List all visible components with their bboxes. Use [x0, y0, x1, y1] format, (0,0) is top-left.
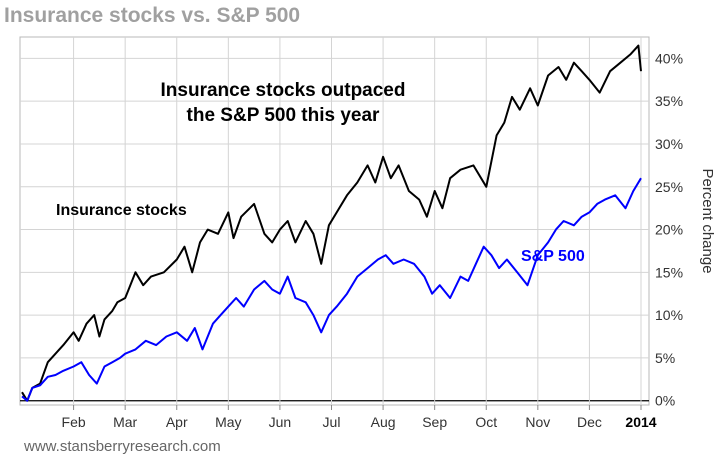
x-tick-label: 2014 — [625, 414, 656, 430]
grid-layer — [20, 37, 649, 405]
source-credit: www.stansberryresearch.com — [23, 438, 221, 455]
x-tick-label: Jul — [323, 414, 341, 430]
x-tick-label: Feb — [62, 414, 86, 430]
y-tick-label: 0% — [655, 393, 675, 409]
series-line-sp500 — [21, 177, 642, 402]
chart-title: Insurance stocks vs. S&P 500 — [4, 4, 300, 27]
series-layer — [21, 44, 642, 402]
x-tick-label: Mar — [113, 414, 137, 430]
y-tick-label: 15% — [655, 264, 683, 280]
y-tick-label: 10% — [655, 307, 683, 323]
x-tick-label: Sep — [422, 414, 447, 430]
y-tick-label: 20% — [655, 222, 683, 238]
x-tick-label: Dec — [577, 414, 602, 430]
y-tick-label: 25% — [655, 179, 683, 195]
x-tick-label: Oct — [475, 414, 497, 430]
x-tick-label: Aug — [371, 414, 396, 430]
annotation-line-2: the S&P 500 this year — [187, 105, 381, 126]
y-tick-label: 30% — [655, 136, 683, 152]
annotation-line-1: Insurance stocks outpaced — [161, 80, 406, 101]
series-label-insurance: Insurance stocks — [56, 202, 187, 219]
x-tick-label: Jun — [269, 414, 292, 430]
x-tick-label: May — [215, 414, 241, 430]
x-tick-label: Nov — [525, 414, 550, 430]
y-tick-label: 40% — [655, 50, 683, 66]
series-line-insurance — [21, 44, 642, 402]
y-tick-label: 35% — [655, 93, 683, 109]
series-label-sp500: S&P 500 — [521, 248, 585, 265]
x-tick-label: Apr — [166, 414, 188, 430]
y-tick-label: 5% — [655, 350, 675, 366]
y-axis-label: Percent change — [699, 168, 716, 273]
axis-layer: 0% 5% 10% 15% 20% 25% 30% 35% 40% Feb Mar Apr May Jun… — [62, 50, 684, 430]
